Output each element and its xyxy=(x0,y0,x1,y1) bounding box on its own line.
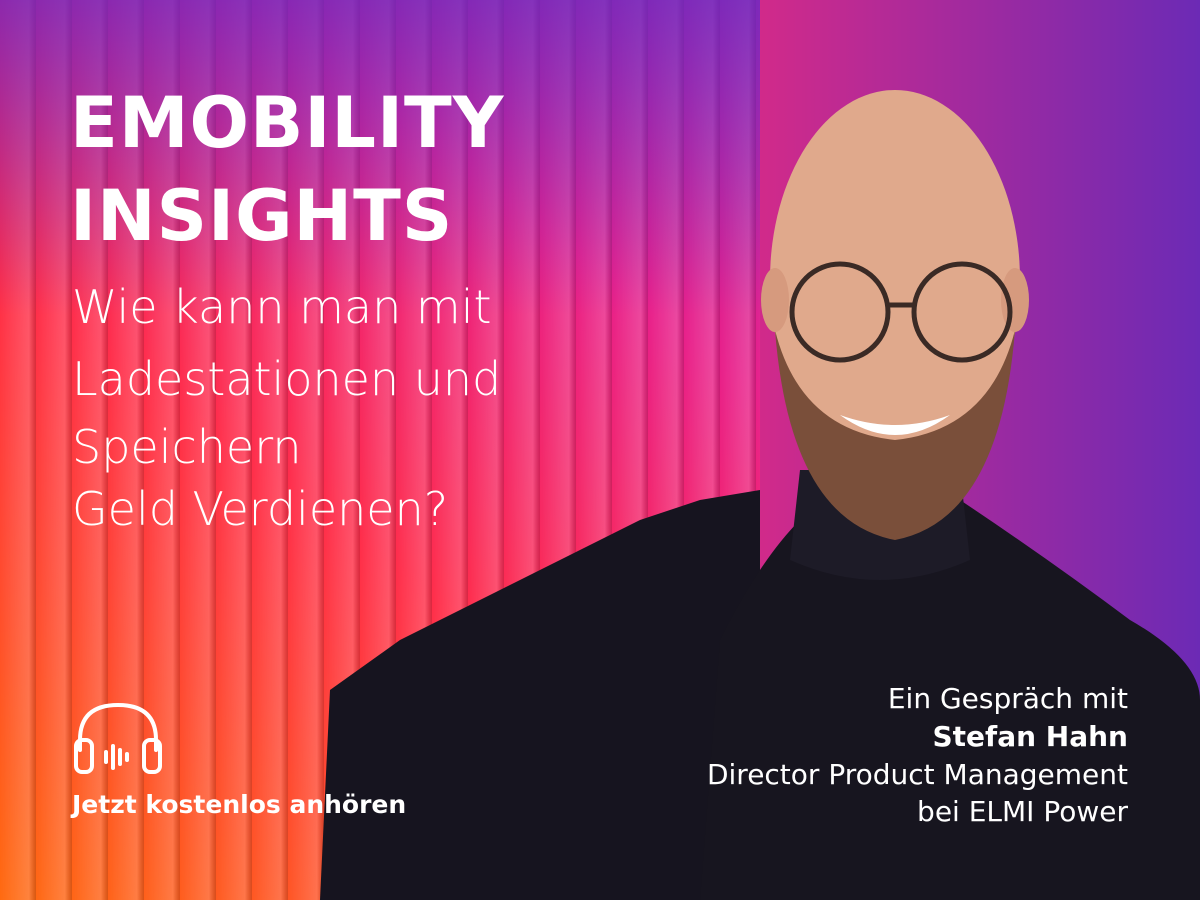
question-line: Ladestationen und xyxy=(72,352,502,406)
title-line: EMOBILITY xyxy=(70,82,505,164)
speaker-role: Director Product Management xyxy=(706,758,1128,791)
speaker-intro: Ein Gespräch mit xyxy=(887,682,1128,715)
question-line: Speichern xyxy=(72,420,302,474)
speaker-company: bei ELMI Power xyxy=(917,795,1128,828)
title-line: INSIGHTS xyxy=(70,175,454,257)
cta-label[interactable]: Jetzt kostenlos anhören xyxy=(72,790,407,819)
speaker-name: Stefan Hahn xyxy=(932,720,1129,753)
question-line: Wie kann man mit xyxy=(72,280,492,334)
question-line: Geld Verdienen? xyxy=(72,482,449,536)
